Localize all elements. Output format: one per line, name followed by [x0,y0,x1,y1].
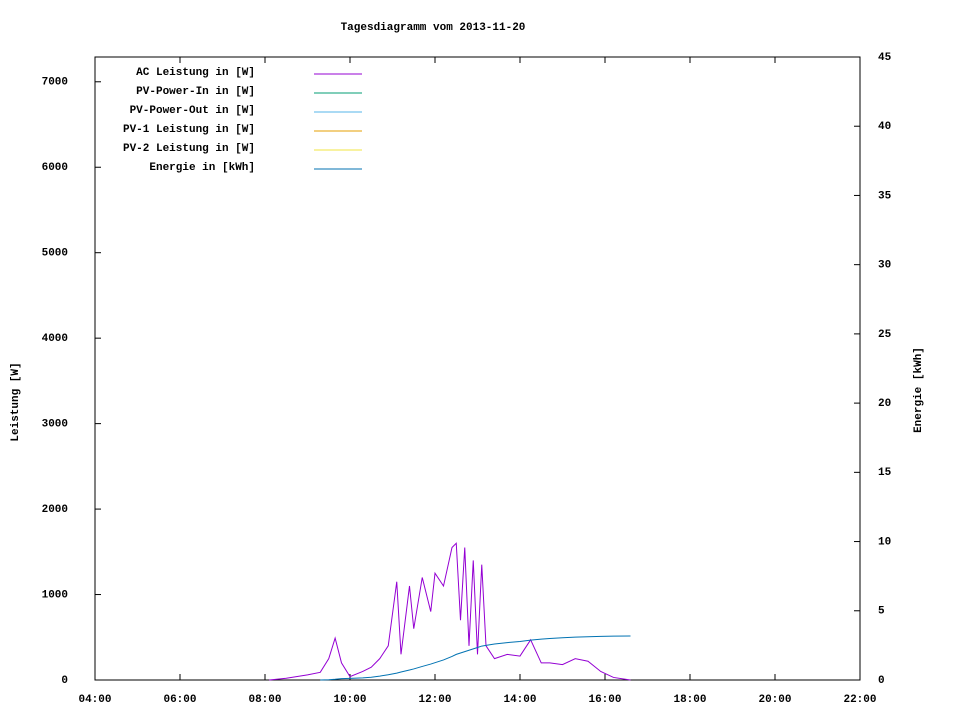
x-tick-label: 18:00 [673,694,706,706]
y-tick-label: 2000 [42,504,68,516]
x-tick-label: 04:00 [78,694,111,706]
x-tick-label: 12:00 [418,694,451,706]
series-line [320,635,631,681]
x-tick-label: 22:00 [843,694,876,706]
y2-tick-label: 10 [878,536,891,548]
legend-label: PV-2 Leistung in [W] [123,143,255,155]
y-tick-label: 1000 [42,589,68,601]
y-tick-label: 5000 [42,248,68,260]
y-tick-label: 7000 [42,77,68,89]
legend-label: Energie in [kWh] [149,162,255,174]
y-axis-label: Leistung [W] [10,362,22,441]
y2-tick-label: 0 [878,675,885,687]
series-line [269,542,631,681]
y2-axis-label: Energie [kWh] [913,347,925,433]
chart-title: Tagesdiagramm vom 2013-11-20 [341,22,526,34]
y2-tick-label: 45 [878,52,892,64]
x-tick-label: 06:00 [163,694,196,706]
plot-frame [94,56,861,681]
y2-tick-label: 25 [878,329,892,341]
y2-tick-label: 30 [878,260,891,272]
x-tick-label: 10:00 [333,694,366,706]
y-tick-label: 3000 [42,419,68,431]
x-tick-label: 20:00 [758,694,791,706]
y2-tick-label: 35 [878,190,892,202]
y2-tick-label: 20 [878,398,891,410]
legend-label: AC Leistung in [W] [136,67,255,79]
legend-label: PV-1 Leistung in [W] [123,124,255,136]
y2-tick-label: 40 [878,121,891,133]
legend-label: PV-Power-Out in [W] [130,105,255,117]
x-tick-label: 14:00 [503,694,536,706]
x-tick-label: 16:00 [588,694,621,706]
y2-tick-label: 15 [878,467,892,479]
y-tick-label: 6000 [42,162,68,174]
y-tick-label: 4000 [42,333,68,345]
x-tick-label: 08:00 [248,694,281,706]
legend-label: PV-Power-In in [W] [136,86,255,98]
y-tick-label: 0 [61,675,68,687]
y2-tick-label: 5 [878,606,885,618]
